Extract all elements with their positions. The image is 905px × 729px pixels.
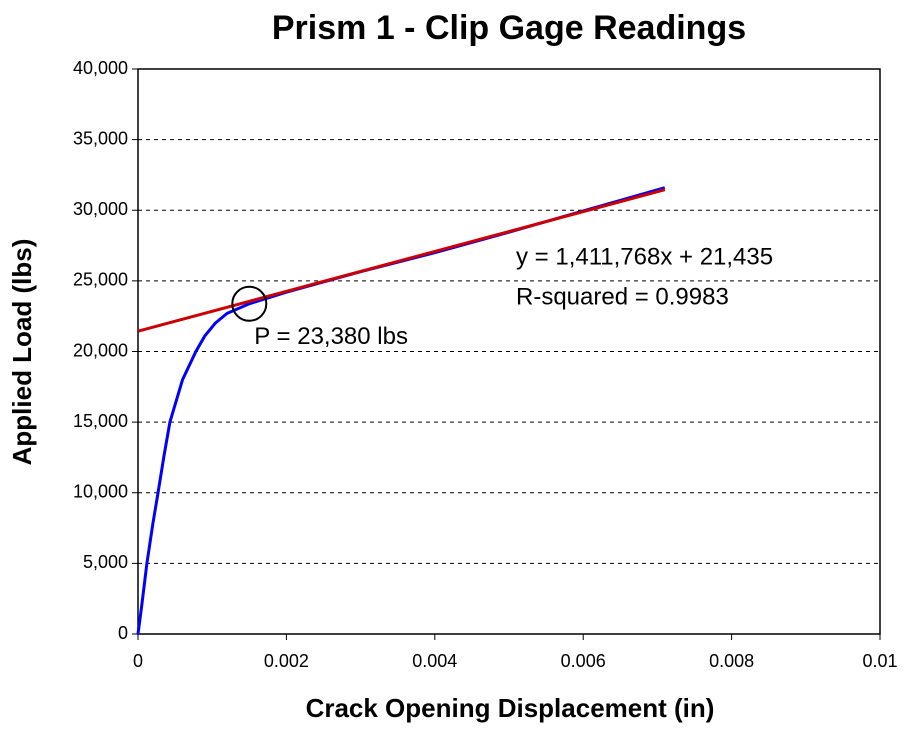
- plot-frame: [137, 68, 881, 635]
- series-line: [137, 188, 666, 333]
- x-axis-label: Crack Opening Displacement (in): [306, 693, 715, 723]
- y-axis-label: Applied Load (lbs): [7, 239, 37, 466]
- y-tick-label: 40,000: [73, 58, 128, 78]
- y-tick-label: 10,000: [73, 482, 128, 502]
- y-tick-label: 5,000: [83, 552, 128, 572]
- x-tick-label: 0.002: [264, 651, 309, 671]
- annotation: R-squared = 0.9983: [516, 283, 729, 310]
- y-tick-label: 35,000: [73, 128, 128, 148]
- y-tick-label: 15,000: [73, 411, 128, 431]
- chart-title: Prism 1 - Clip Gage Readings: [272, 9, 746, 47]
- annotation: y = 1,411,768x + 21,435: [516, 243, 773, 270]
- y-tick-label: 30,000: [73, 199, 128, 219]
- x-tick-label: 0.004: [412, 651, 457, 671]
- x-tick-label: 0.006: [561, 651, 606, 671]
- marker-label: P = 23,380 lbs: [254, 323, 408, 350]
- y-tick-label: 20,000: [73, 340, 128, 360]
- y-tick-label: 0: [118, 623, 128, 643]
- y-tick-label: 25,000: [73, 270, 128, 290]
- x-tick-label: 0.008: [709, 651, 754, 671]
- marker-circle: [231, 285, 268, 322]
- x-tick-label: 0: [133, 651, 143, 671]
- x-tick-label: 0.01: [862, 651, 897, 671]
